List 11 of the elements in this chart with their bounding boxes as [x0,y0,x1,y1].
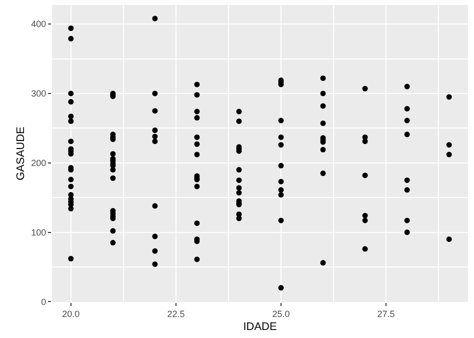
x-tick-label: 27.5 [377,308,395,319]
y-tick-label: 400 [31,19,46,30]
x-tick-label: 25.0 [272,308,290,319]
x-tick-label: 20.0 [62,308,80,319]
y-tick-label: 100 [31,227,46,238]
y-tick-label: 300 [31,88,46,99]
y-axis-title: GASAUDE [14,126,27,180]
y-tick-label: 0 [41,296,46,307]
y-tick-label: 200 [31,158,46,168]
x-tick-label: 22.5 [167,308,185,319]
x-axis-title: IDADE [243,321,277,333]
